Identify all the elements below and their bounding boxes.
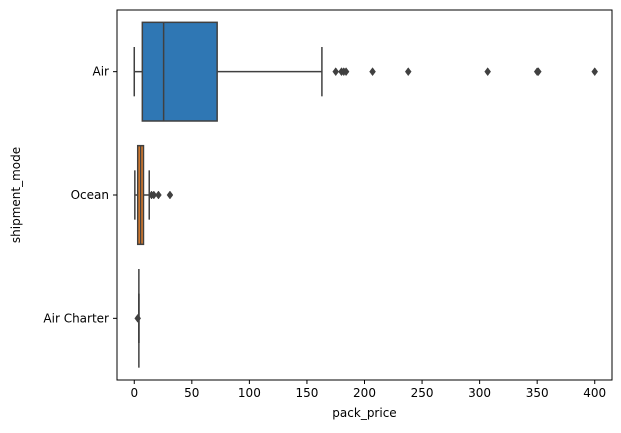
y-tick-label: Ocean bbox=[71, 188, 109, 202]
outlier-point bbox=[535, 67, 542, 77]
outlier-point bbox=[155, 190, 162, 200]
y-tick-label: Air bbox=[93, 65, 110, 79]
box-air-charter bbox=[134, 269, 142, 368]
plot-area-frame bbox=[116, 9, 613, 381]
box-ocean bbox=[134, 144, 174, 246]
x-tick-label: 400 bbox=[583, 386, 606, 400]
x-tick-label: 200 bbox=[353, 386, 376, 400]
x-tick-label: 100 bbox=[238, 386, 261, 400]
outlier-point bbox=[369, 67, 376, 77]
x-tick-label: 150 bbox=[295, 386, 318, 400]
outlier-point bbox=[484, 67, 491, 77]
outlier-point bbox=[332, 67, 340, 77]
box-air bbox=[133, 21, 599, 122]
x-tick-label: 350 bbox=[526, 386, 549, 400]
y-axis-label: shipment_mode bbox=[9, 147, 23, 243]
x-axis-ticks: 0 50 100 150 200 250 300 350 400 bbox=[130, 380, 606, 400]
outlier-point bbox=[342, 67, 350, 77]
x-tick-label: 300 bbox=[468, 386, 491, 400]
outlier-point bbox=[591, 67, 599, 77]
x-tick-label: 50 bbox=[184, 386, 199, 400]
outlier-point bbox=[166, 190, 174, 200]
outlier-point bbox=[134, 313, 142, 323]
y-tick-label: Air Charter bbox=[43, 311, 109, 325]
box-iqr bbox=[141, 21, 218, 122]
x-tick-label: 0 bbox=[130, 386, 138, 400]
box-series bbox=[133, 21, 599, 368]
outlier-point bbox=[404, 67, 412, 77]
y-axis-ticks: Air Ocean Air Charter bbox=[43, 65, 117, 325]
outlier-point bbox=[150, 190, 158, 200]
x-tick-label: 250 bbox=[411, 386, 434, 400]
x-axis-label: pack_price bbox=[332, 406, 396, 420]
